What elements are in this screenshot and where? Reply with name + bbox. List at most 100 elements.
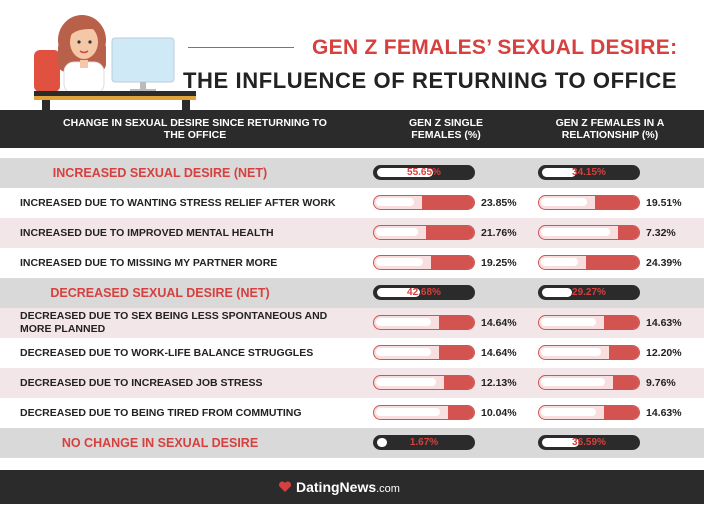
bar-single	[373, 255, 475, 270]
net-row: INCREASED SEXUAL DESIRE (NET) 55.65% 34.15…	[0, 158, 704, 188]
net-bar-fill	[377, 168, 434, 177]
row-label: INCREASED DUE TO MISSING MY PARTNER MORE	[20, 256, 278, 269]
bar-rel	[538, 405, 640, 420]
bar-fill	[426, 226, 474, 239]
bar-rel	[538, 225, 640, 240]
row-label: DECREASED DUE TO WORK-LIFE BALANCE STRUG…	[20, 346, 314, 359]
table-row: INCREASED DUE TO MISSING MY PARTNER MORE…	[0, 248, 704, 278]
row-label: INCREASED SEXUAL DESIRE (NET)	[52, 165, 268, 180]
column-header-single: GEN Z SINGLE FEMALES (%)	[408, 117, 484, 141]
bar-single	[373, 375, 475, 390]
row-label: NO CHANGE IN SEXUAL DESIRE	[61, 435, 259, 450]
value-label: 14.64%	[481, 317, 517, 329]
value-label: 19.51%	[646, 197, 682, 209]
title-line-1: GEN Z FEMALES’ SEXUAL DESIRE:	[312, 36, 678, 59]
bar-fill	[443, 376, 474, 389]
net-bar-fill	[542, 288, 572, 297]
row-label: INCREASED DUE TO WANTING STRESS RELIEF A…	[20, 196, 336, 209]
bar-rel	[538, 315, 640, 330]
bar-highlight	[541, 378, 606, 386]
net-bar-label: 36.59%	[572, 437, 606, 448]
net-bar-label: 1.67%	[409, 437, 439, 448]
bar-fill	[604, 406, 639, 419]
heart-logo-icon	[278, 481, 292, 492]
bar-fill	[595, 196, 639, 209]
bar-highlight	[541, 348, 601, 356]
bar-fill	[439, 316, 474, 329]
bar-fill	[608, 346, 639, 359]
table-row: DECREASED DUE TO BEING TIRED FROM COMMUT…	[0, 398, 704, 428]
bar-fill	[422, 196, 474, 209]
value-label: 10.04%	[481, 407, 517, 419]
net-bar-label: 42.68%	[407, 287, 441, 298]
net-bar-fill	[377, 438, 387, 447]
bar-single	[373, 225, 475, 240]
bar-highlight	[376, 378, 436, 386]
net-bar-single: 55.65%	[373, 165, 475, 180]
bar-highlight	[376, 198, 415, 206]
bar-single	[373, 315, 475, 330]
bar-rel	[538, 375, 640, 390]
net-bar-rel: 29.27%	[538, 285, 640, 300]
net-bar-label: 55.65%	[407, 167, 441, 178]
value-label: 23.85%	[481, 197, 517, 209]
bar-fill	[586, 256, 639, 269]
bar-highlight	[376, 408, 440, 416]
row-label: DECREASED SEXUAL DESIRE (NET)	[50, 285, 270, 300]
table-row: INCREASED DUE TO IMPROVED MENTAL HEALTH 2…	[0, 218, 704, 248]
bar-fill	[604, 316, 639, 329]
column-header-category: CHANGE IN SEXUAL DESIRE SINCE RETURNING …	[63, 117, 327, 141]
net-row: NO CHANGE IN SEXUAL DESIRE 1.67% 36.59%	[0, 428, 704, 458]
table-row: INCREASED DUE TO WANTING STRESS RELIEF A…	[0, 188, 704, 218]
table-row: DECREASED DUE TO SEX BEING LESS SPONTANE…	[0, 308, 704, 338]
bar-highlight	[541, 318, 597, 326]
bar-highlight	[541, 408, 597, 416]
bar-fill	[439, 346, 474, 359]
bar-rel	[538, 345, 640, 360]
bar-highlight	[376, 348, 432, 356]
net-bar-fill	[542, 438, 579, 447]
value-label: 9.76%	[646, 377, 676, 389]
footer-brand: DatingNews.com	[296, 479, 400, 495]
net-bar-label: 29.27%	[572, 287, 606, 298]
value-label: 14.63%	[646, 317, 682, 329]
bar-single	[373, 195, 475, 210]
bar-highlight	[541, 198, 588, 206]
header: GEN Z FEMALES’ SEXUAL DESIRE: THE INFLUE…	[0, 0, 704, 110]
bar-rel	[538, 255, 640, 270]
bar-highlight	[376, 318, 432, 326]
value-label: 21.76%	[481, 227, 517, 239]
value-label: 19.25%	[481, 257, 517, 269]
bar-single	[373, 405, 475, 420]
net-bar-rel: 36.59%	[538, 435, 640, 450]
net-bar-fill	[542, 168, 577, 177]
table-row: DECREASED DUE TO WORK-LIFE BALANCE STRUG…	[0, 338, 704, 368]
bar-highlight	[541, 228, 610, 236]
net-bar-rel: 34.15%	[538, 165, 640, 180]
row-label: DECREASED DUE TO BEING TIRED FROM COMMUT…	[20, 406, 302, 419]
row-label: DECREASED DUE TO INCREASED JOB STRESS	[20, 376, 263, 389]
value-label: 14.64%	[481, 347, 517, 359]
bar-fill	[613, 376, 639, 389]
bar-fill	[447, 406, 474, 419]
net-bar-single: 42.68%	[373, 285, 475, 300]
row-label: INCREASED DUE TO IMPROVED MENTAL HEALTH	[20, 226, 274, 239]
column-header-relationship: GEN Z FEMALES IN A RELATIONSHIP (%)	[555, 117, 665, 141]
title-line-2: THE INFLUENCE OF RETURNING TO OFFICE	[183, 68, 678, 93]
row-label: DECREASED DUE TO SEX BEING LESS SPONTANE…	[20, 310, 328, 335]
value-label: 12.20%	[646, 347, 682, 359]
bar-highlight	[541, 258, 579, 266]
footer: DatingNews.com	[0, 470, 704, 504]
value-label: 24.39%	[646, 257, 682, 269]
bar-fill	[430, 256, 474, 269]
net-bar-label: 34.15%	[572, 167, 606, 178]
bar-highlight	[376, 258, 423, 266]
bar-single	[373, 345, 475, 360]
net-row: DECREASED SEXUAL DESIRE (NET) 42.68% 29.27…	[0, 278, 704, 308]
title-rule	[188, 47, 294, 48]
net-bar-fill	[377, 288, 421, 297]
bar-rel	[538, 195, 640, 210]
value-label: 7.32%	[646, 227, 676, 239]
value-label: 12.13%	[481, 377, 517, 389]
value-label: 14.63%	[646, 407, 682, 419]
